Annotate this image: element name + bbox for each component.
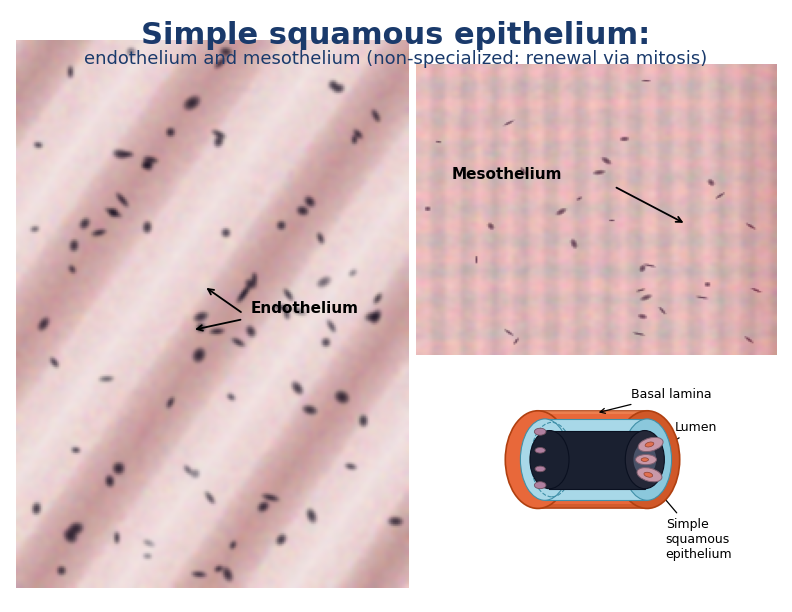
Ellipse shape xyxy=(642,458,649,461)
Text: Simple
squamous
epithelium: Simple squamous epithelium xyxy=(658,491,733,561)
Ellipse shape xyxy=(535,466,545,472)
Polygon shape xyxy=(545,419,647,501)
Ellipse shape xyxy=(520,419,569,501)
Ellipse shape xyxy=(635,455,657,465)
Ellipse shape xyxy=(535,428,546,435)
Text: endothelium and mesothelium (non-specialized: renewal via mitosis): endothelium and mesothelium (non-special… xyxy=(85,50,707,68)
Ellipse shape xyxy=(638,438,663,452)
Ellipse shape xyxy=(644,472,653,477)
Ellipse shape xyxy=(530,431,569,488)
Ellipse shape xyxy=(535,447,545,453)
Ellipse shape xyxy=(625,431,664,488)
Text: Lumen: Lumen xyxy=(655,420,718,453)
Ellipse shape xyxy=(505,411,570,509)
Text: Mesothelium: Mesothelium xyxy=(452,167,562,182)
Polygon shape xyxy=(538,411,647,509)
Ellipse shape xyxy=(623,419,672,501)
Ellipse shape xyxy=(645,442,654,447)
Ellipse shape xyxy=(615,411,680,509)
Polygon shape xyxy=(538,504,647,509)
Text: Simple squamous epithelium:: Simple squamous epithelium: xyxy=(142,21,650,50)
Polygon shape xyxy=(538,411,647,414)
Ellipse shape xyxy=(637,468,662,482)
Ellipse shape xyxy=(535,482,546,488)
Polygon shape xyxy=(550,431,645,488)
Text: Endothelium: Endothelium xyxy=(251,300,359,316)
Ellipse shape xyxy=(634,444,657,476)
Text: Basal lamina: Basal lamina xyxy=(600,388,711,413)
